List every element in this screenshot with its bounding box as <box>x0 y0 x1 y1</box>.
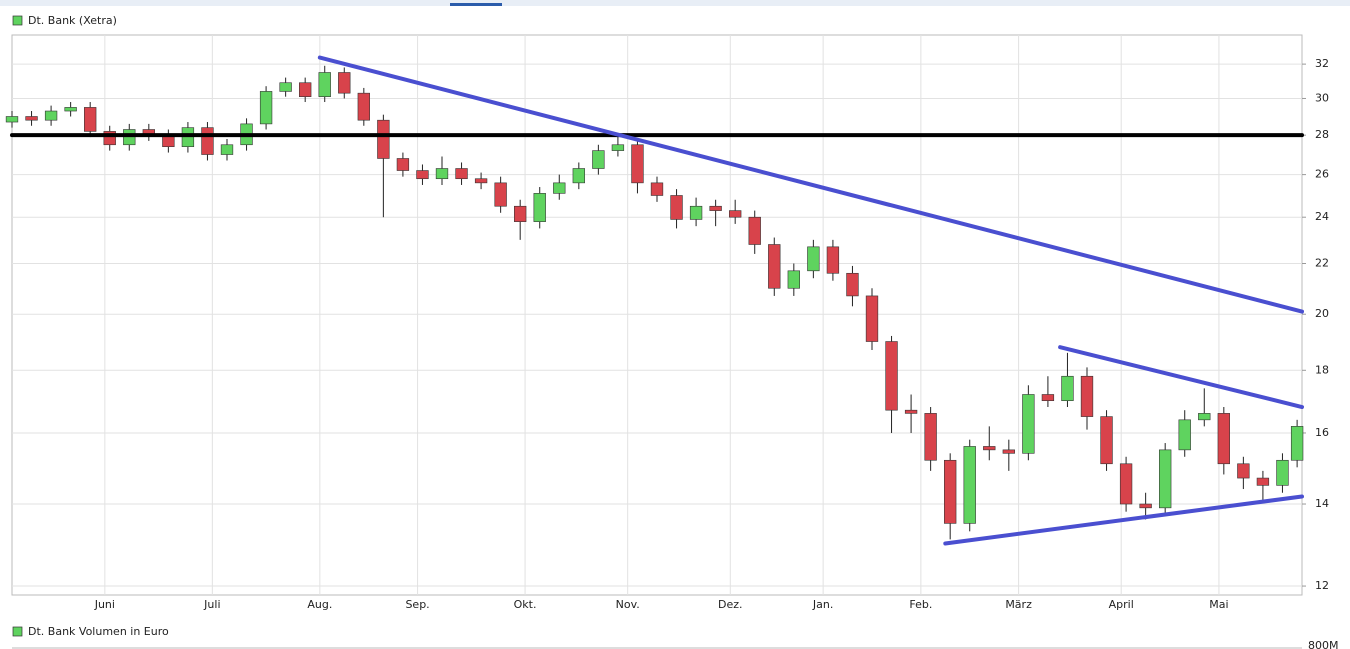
y-tick-label: 24 <box>1315 210 1329 223</box>
candle-body <box>553 182 566 194</box>
y-tick-label: 26 <box>1315 168 1329 181</box>
candle-body <box>25 116 38 121</box>
candle-body <box>533 193 546 222</box>
candle-body <box>103 131 116 146</box>
plot-frame <box>11 34 1303 596</box>
x-tick-label: Jan. <box>812 598 833 611</box>
candle-body <box>748 216 761 245</box>
candle-body <box>689 205 703 220</box>
x-tick-label: Okt. <box>514 598 537 611</box>
candle-body <box>787 270 800 289</box>
x-tick-label: Dez. <box>718 598 743 611</box>
candle-body <box>729 210 742 218</box>
candle-body <box>1159 449 1172 509</box>
x-tick-label: Juni <box>94 598 115 611</box>
candle-body <box>220 144 234 155</box>
y-tick-label: 18 <box>1315 363 1329 376</box>
candle-body <box>1256 477 1270 486</box>
x-tick-label: April <box>1109 598 1134 611</box>
y-tick-label: 22 <box>1315 257 1329 270</box>
candle-body <box>1080 375 1094 417</box>
candle-body <box>572 168 585 184</box>
candle-body <box>1100 416 1113 465</box>
x-tick-label: Sep. <box>405 598 429 611</box>
candle-body <box>1237 463 1250 479</box>
candle-body <box>514 205 527 222</box>
candle-body <box>1217 413 1230 465</box>
candle-body <box>709 205 722 211</box>
legend-label: Dt. Bank Volumen in Euro <box>28 625 169 638</box>
candle-body <box>1041 394 1055 402</box>
candle-body <box>865 295 879 342</box>
candle-body <box>201 127 214 155</box>
candle-body <box>259 91 273 125</box>
candle-body <box>846 272 859 297</box>
candle-body <box>1061 375 1074 402</box>
candle-body <box>983 446 996 451</box>
candle-body <box>1178 419 1191 451</box>
candle-body <box>944 459 957 524</box>
y-tick-label: 30 <box>1315 91 1329 104</box>
trend-line <box>943 494 1304 546</box>
top-strip <box>0 0 1350 6</box>
candle-body <box>826 246 840 274</box>
x-tick-label: Feb. <box>909 598 932 611</box>
candle-body <box>396 158 410 171</box>
candle-body <box>416 170 429 180</box>
y-tick-label: 16 <box>1315 426 1329 439</box>
candle-body <box>44 110 58 121</box>
legend-label: Dt. Bank (Xetra) <box>28 14 117 27</box>
candle-body <box>1119 463 1133 505</box>
y-tick-label: 28 <box>1315 128 1329 141</box>
candle-body <box>494 182 507 207</box>
x-tick-label: Mai <box>1209 598 1228 611</box>
candle-body <box>1290 426 1304 461</box>
candle-body <box>963 446 976 524</box>
candle-body <box>377 119 390 159</box>
candle-body <box>611 144 625 151</box>
candle-body <box>357 92 370 121</box>
candle-body <box>279 82 292 92</box>
candle-body <box>650 182 664 196</box>
active-tab <box>450 3 502 6</box>
candle-body <box>299 82 312 97</box>
candle-body <box>84 107 97 132</box>
candle-body <box>1002 449 1015 454</box>
legend-swatch <box>12 626 23 637</box>
candle-body <box>1022 394 1035 454</box>
trend-line <box>317 55 1304 314</box>
x-tick-label: Aug. <box>307 598 332 611</box>
candle-body <box>1276 459 1289 486</box>
x-tick-label: Juli <box>203 598 220 611</box>
candle-body <box>807 246 820 272</box>
candle-body <box>768 244 781 289</box>
candle-body <box>670 195 683 220</box>
volume-tick-label: 800M <box>1308 639 1339 649</box>
y-tick-label: 14 <box>1315 497 1329 510</box>
x-tick-label: Nov. <box>616 598 640 611</box>
candle-body <box>885 341 898 411</box>
trend-line <box>1058 345 1304 410</box>
candle-body <box>1139 503 1152 509</box>
candle-body <box>455 168 468 180</box>
candle-body <box>64 107 77 112</box>
x-tick-label: März <box>1005 598 1032 611</box>
candle-body <box>338 72 351 94</box>
candle-body <box>904 409 918 414</box>
y-tick-label: 12 <box>1315 579 1329 592</box>
candle-body <box>435 168 449 180</box>
candle-body <box>924 413 937 461</box>
candle-body <box>5 116 19 123</box>
candle-body <box>631 144 644 184</box>
candle-body <box>1198 413 1211 421</box>
legend-swatch <box>12 15 23 26</box>
candle-body <box>318 72 331 97</box>
candle-body <box>592 150 605 169</box>
y-tick-label: 32 <box>1315 57 1329 70</box>
candle-body <box>474 178 488 184</box>
y-tick-label: 20 <box>1315 307 1329 320</box>
